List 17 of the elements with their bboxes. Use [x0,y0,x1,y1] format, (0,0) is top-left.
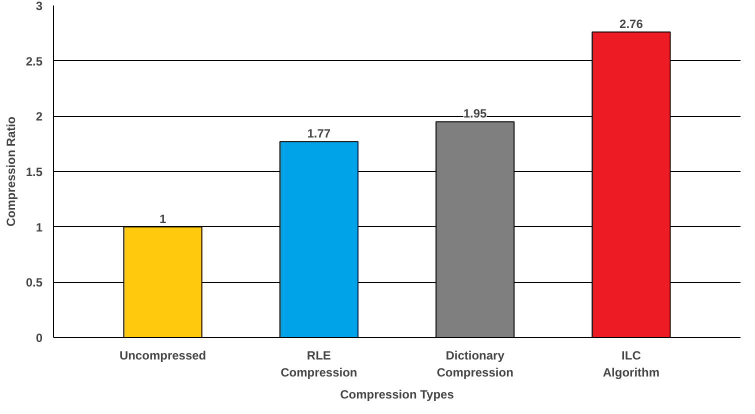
x-tick-label: RLE Compression [280,348,358,380]
x-axis-title: Compression Types [340,387,454,402]
y-tick-label: 3 [36,0,43,13]
data-label: 1.77 [307,126,331,141]
x-tick-label: ILC Algorithm [602,348,660,380]
data-label: 1 [159,212,166,226]
y-tick-label: 0 [36,331,43,345]
y-tick-label: 1 [36,220,43,234]
x-tick-label: Uncompressed [119,348,206,362]
y-axis-title: Compression Ratio [4,116,18,227]
y-tick-label: 0.5 [26,276,43,290]
y-tick-label: 2.5 [26,54,43,68]
y-tick-label: 2 [36,110,43,124]
x-tick-label: Dictionary Compression [436,348,514,380]
y-tick-label: 1.5 [26,165,43,179]
data-label: 2.76 [620,17,644,32]
data-label: 1.95 [463,106,488,121]
